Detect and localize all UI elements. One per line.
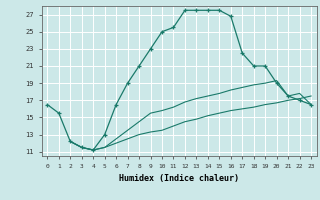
X-axis label: Humidex (Indice chaleur): Humidex (Indice chaleur) <box>119 174 239 183</box>
